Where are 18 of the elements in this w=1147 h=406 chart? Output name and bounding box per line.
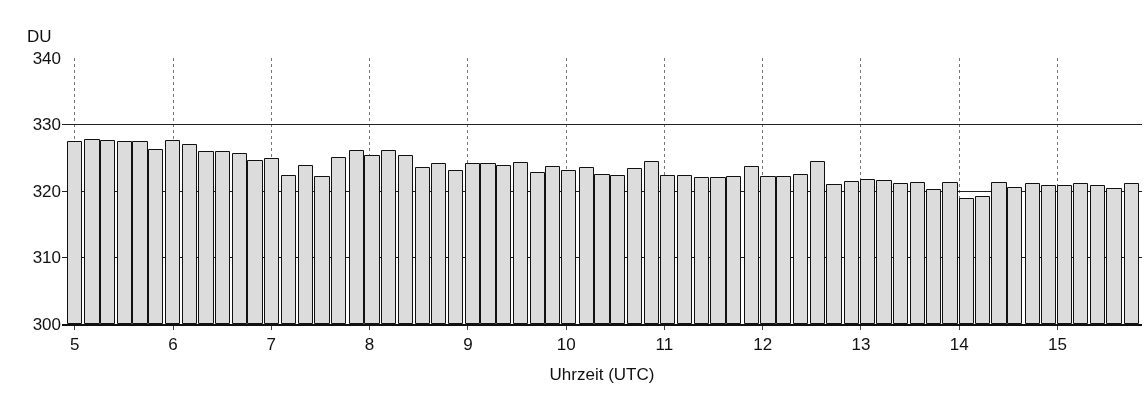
x-tick-label: 11: [655, 335, 674, 355]
x-tick-label: 15: [1048, 335, 1067, 355]
y-tick-label: 320: [32, 181, 61, 201]
x-tick-label: 10: [556, 335, 576, 355]
y-tick-label: 300: [32, 314, 61, 334]
y-tick-label: 330: [32, 115, 61, 135]
y-tick-label: 310: [32, 248, 61, 268]
x-axis-title: Uhrzeit (UTC): [549, 365, 655, 385]
x-tick-label: 12: [753, 335, 773, 355]
y-axis-title: DU: [27, 27, 52, 46]
x-tick-label: 14: [949, 335, 969, 355]
x-tick-label: 6: [168, 335, 178, 355]
y-tick-label: 340: [32, 48, 61, 68]
x-tick-label: 13: [851, 335, 871, 355]
x-tick-label: 8: [364, 335, 375, 355]
x-tick-label: 5: [70, 335, 80, 355]
x-tick-label: 9: [463, 335, 473, 355]
x-tick-label: 7: [266, 335, 277, 355]
